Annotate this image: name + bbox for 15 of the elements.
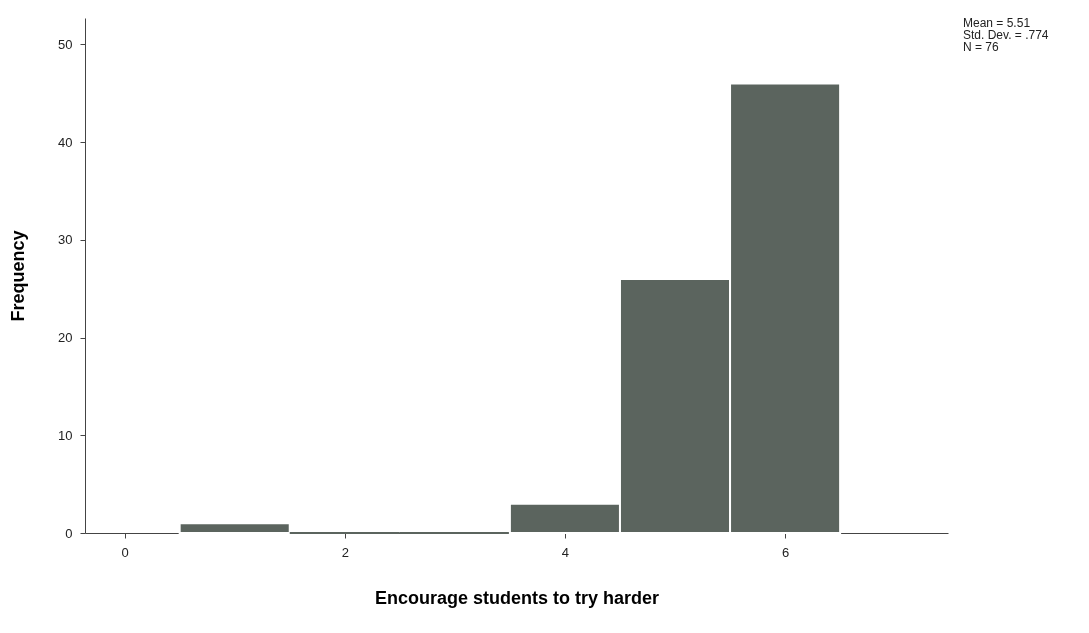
text: Mean = 5.51 (963, 16, 1031, 30)
y-tick-label: 0 (65, 525, 73, 541)
x-tick-label: 4 (561, 544, 570, 560)
text: N = 76 (963, 40, 1000, 54)
y-tick-label: 10 (58, 427, 73, 443)
x-tick-label: 6 (781, 544, 790, 560)
x-tick-label: 0 (121, 544, 129, 560)
text: Std. Dev. = .774 (963, 28, 1049, 42)
y-tick-label: 20 (58, 330, 73, 346)
y-axis-title: Frequency (8, 230, 29, 322)
y-tick-label: 40 (58, 134, 73, 150)
y-tick-label: 50 (58, 36, 73, 52)
x-tick-label: 2 (341, 544, 349, 560)
y-tick-label: 30 (58, 232, 73, 248)
x-axis-title: Encourage students to try harder (374, 587, 660, 608)
